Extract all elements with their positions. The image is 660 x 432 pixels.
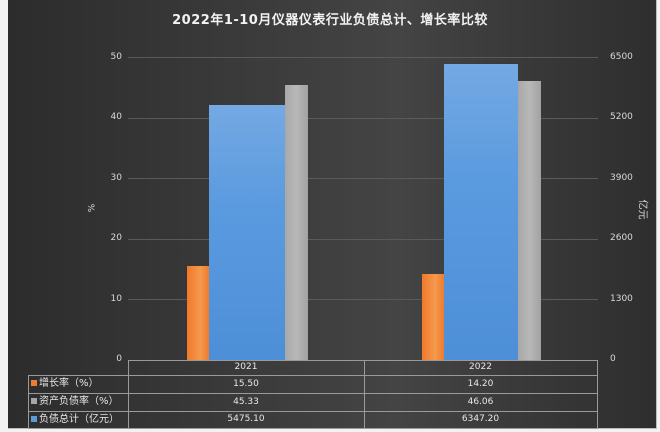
- y-right-tick: 2600: [610, 233, 633, 243]
- y-right-tick: 3900: [610, 173, 633, 183]
- legend-swatch-blue: [31, 416, 37, 422]
- table-header-2022: 2022: [469, 362, 492, 372]
- bar-debt-ratio-2021: [285, 85, 308, 360]
- legend-label: 增长率（%）: [39, 378, 99, 389]
- table-cell: 45.33: [233, 397, 259, 407]
- y-left-tick: 10: [110, 294, 122, 304]
- gridline: [128, 299, 598, 300]
- table-border: [28, 428, 598, 429]
- table-cell: 6347.20: [461, 414, 500, 424]
- table-border: [28, 375, 29, 428]
- y-left-tick: 50: [110, 52, 122, 62]
- legend-swatch-orange: [31, 380, 37, 386]
- chart-frame: [8, 0, 657, 429]
- legend-growth-rate: 增长率（%）: [31, 375, 99, 392]
- bar-growth-2021: [187, 266, 209, 360]
- legend-total-debt: 负债总计（亿元）: [31, 411, 119, 428]
- table-border: [128, 360, 598, 361]
- bar-total-debt-2021: [209, 105, 285, 360]
- table-cell: 15.50: [233, 379, 259, 389]
- table-cell: 14.20: [467, 379, 494, 389]
- y-right-axis-label: 亿元: [636, 199, 648, 220]
- y-left-tick: 0: [116, 354, 122, 364]
- legend-debt-ratio: 资产负债率（%）: [31, 393, 119, 410]
- data-table: 2021 2022 增长率（%） 15.50 14.20 资产负债率（%） 45…: [28, 360, 598, 429]
- bar-growth-2022: [422, 274, 444, 360]
- legend-swatch-gray: [31, 398, 37, 404]
- y-right-tick: 1300: [610, 294, 633, 304]
- legend-label: 负债总计（亿元）: [39, 414, 119, 425]
- table-cell: 46.06: [467, 397, 494, 407]
- gridline: [128, 178, 598, 179]
- y-left-tick: 30: [110, 173, 122, 183]
- y-right-tick: 0: [610, 354, 616, 364]
- table-border: [28, 393, 598, 394]
- table-border: [128, 360, 129, 428]
- table-header-2021: 2021: [234, 362, 258, 372]
- y-right-tick: 5200: [610, 112, 633, 122]
- y-left-axis-label: %: [87, 203, 98, 213]
- bar-total-debt-2022: [444, 64, 518, 360]
- table-border: [28, 375, 598, 376]
- bar-debt-ratio-2022: [518, 81, 541, 360]
- gridline: [128, 118, 598, 119]
- table-border: [28, 411, 598, 412]
- table-border: [597, 360, 598, 428]
- gridline: [128, 57, 598, 58]
- y-left-tick: 40: [110, 112, 122, 122]
- gridline: [128, 239, 598, 240]
- table-cell: 5475.10: [227, 414, 265, 424]
- y-right-tick: 6500: [610, 52, 633, 62]
- chart-title: 2022年1-10月仪器仪表行业负债总计、增长率比较: [172, 13, 488, 28]
- legend-label: 资产负债率（%）: [39, 396, 119, 407]
- table-border: [364, 360, 365, 428]
- y-left-tick: 20: [110, 233, 122, 243]
